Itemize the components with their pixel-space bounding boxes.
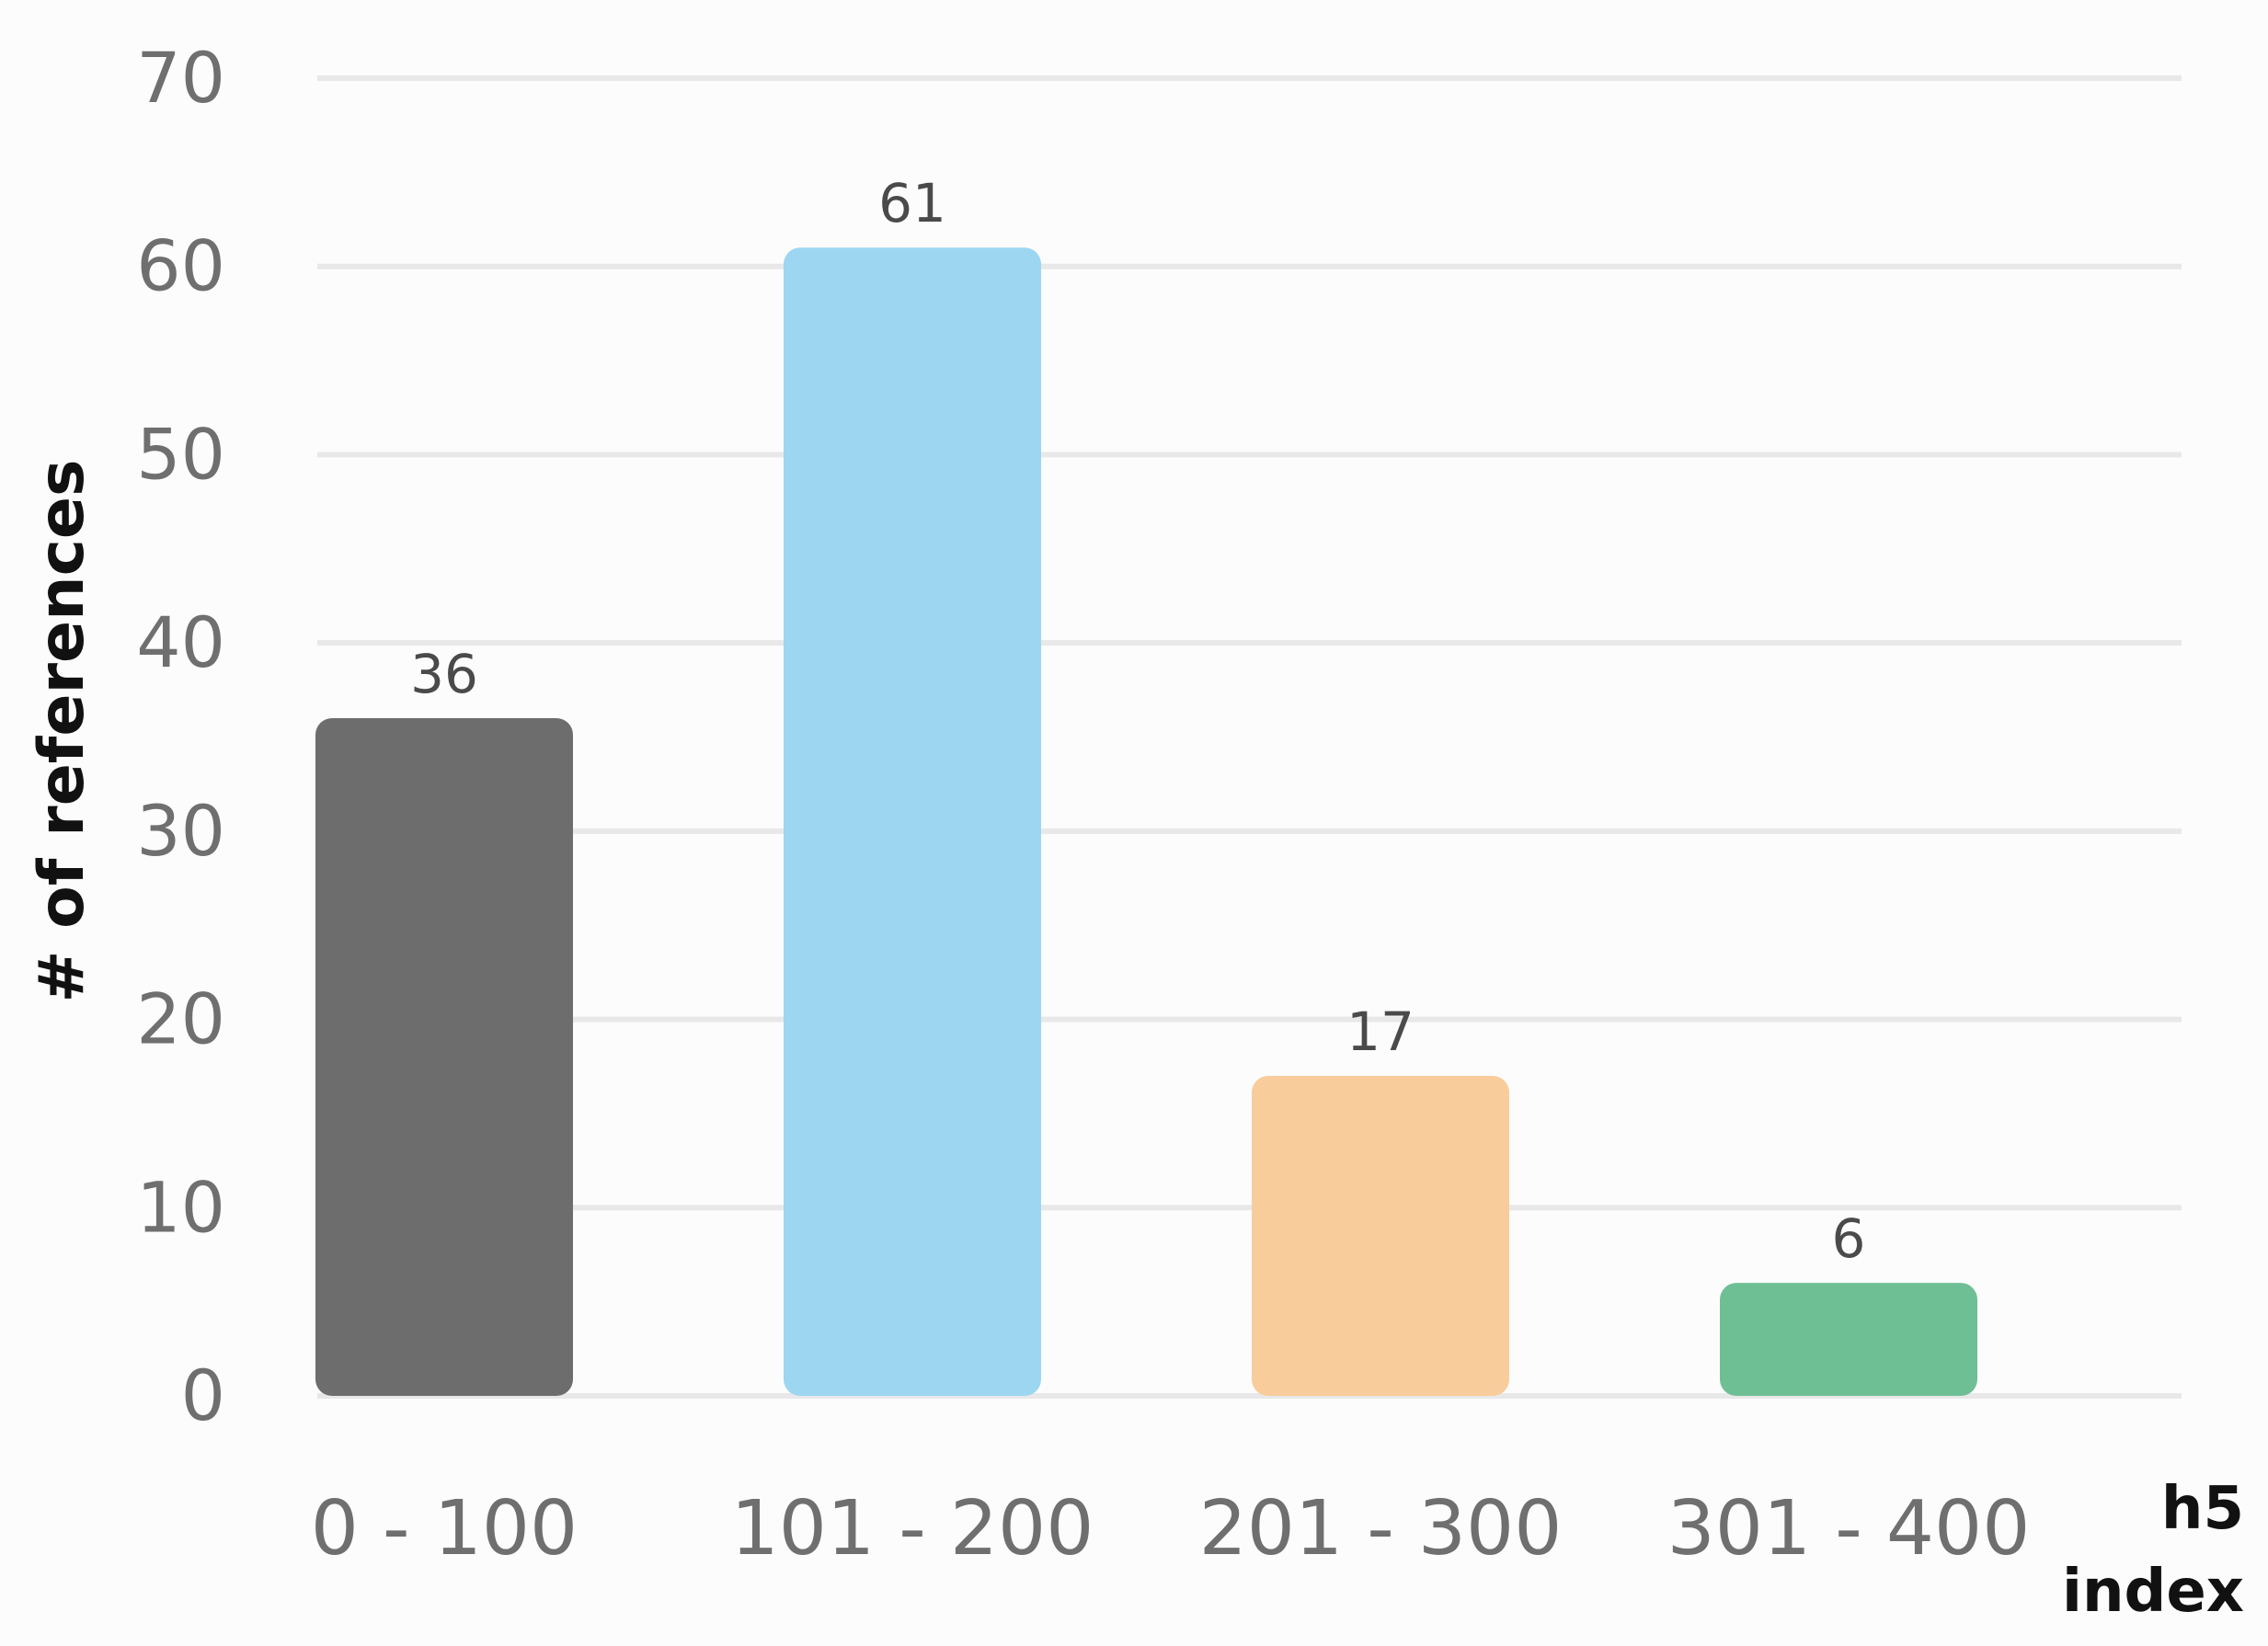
y-tick-label: 40: [136, 601, 225, 683]
x-axis-title-line-2: index: [2062, 1558, 2244, 1626]
data-label-3: 17: [1346, 1000, 1415, 1063]
data-label-2: 61: [878, 172, 946, 234]
x-axis-title: h5 index: [2062, 1475, 2244, 1626]
x-category-label-1: 0 - 100: [311, 1485, 578, 1572]
data-label-1: 36: [410, 643, 478, 705]
y-tick-label: 0: [181, 1355, 225, 1436]
x-axis-categories: 0 - 100 101 - 200 201 - 300 301 - 400: [311, 1485, 2031, 1572]
y-tick-label: 10: [136, 1166, 225, 1248]
bar-4: [1720, 1283, 1977, 1396]
y-tick-label: 60: [136, 225, 225, 307]
data-labels: 36 61 17 6: [410, 172, 1865, 1270]
y-tick-label: 50: [136, 413, 225, 495]
x-axis-title-line-1: h5: [2161, 1475, 2244, 1543]
y-tick-label: 30: [136, 790, 225, 872]
y-tick-label: 70: [136, 37, 225, 119]
x-category-label-4: 301 - 400: [1667, 1485, 2031, 1572]
bar-1: [315, 718, 573, 1396]
bar-2: [784, 247, 1041, 1396]
data-label-4: 6: [1832, 1207, 1866, 1270]
x-category-label-3: 201 - 300: [1199, 1485, 1563, 1572]
y-tick-label: 20: [136, 978, 225, 1060]
y-axis-ticks: 0 10 20 30 40 50 60 70: [136, 37, 225, 1436]
gridlines: [317, 75, 2182, 1399]
bars: [315, 247, 1977, 1396]
x-category-label-2: 101 - 200: [731, 1485, 1094, 1572]
bar-3: [1252, 1075, 1509, 1396]
y-axis-title: # of references: [26, 460, 98, 1003]
